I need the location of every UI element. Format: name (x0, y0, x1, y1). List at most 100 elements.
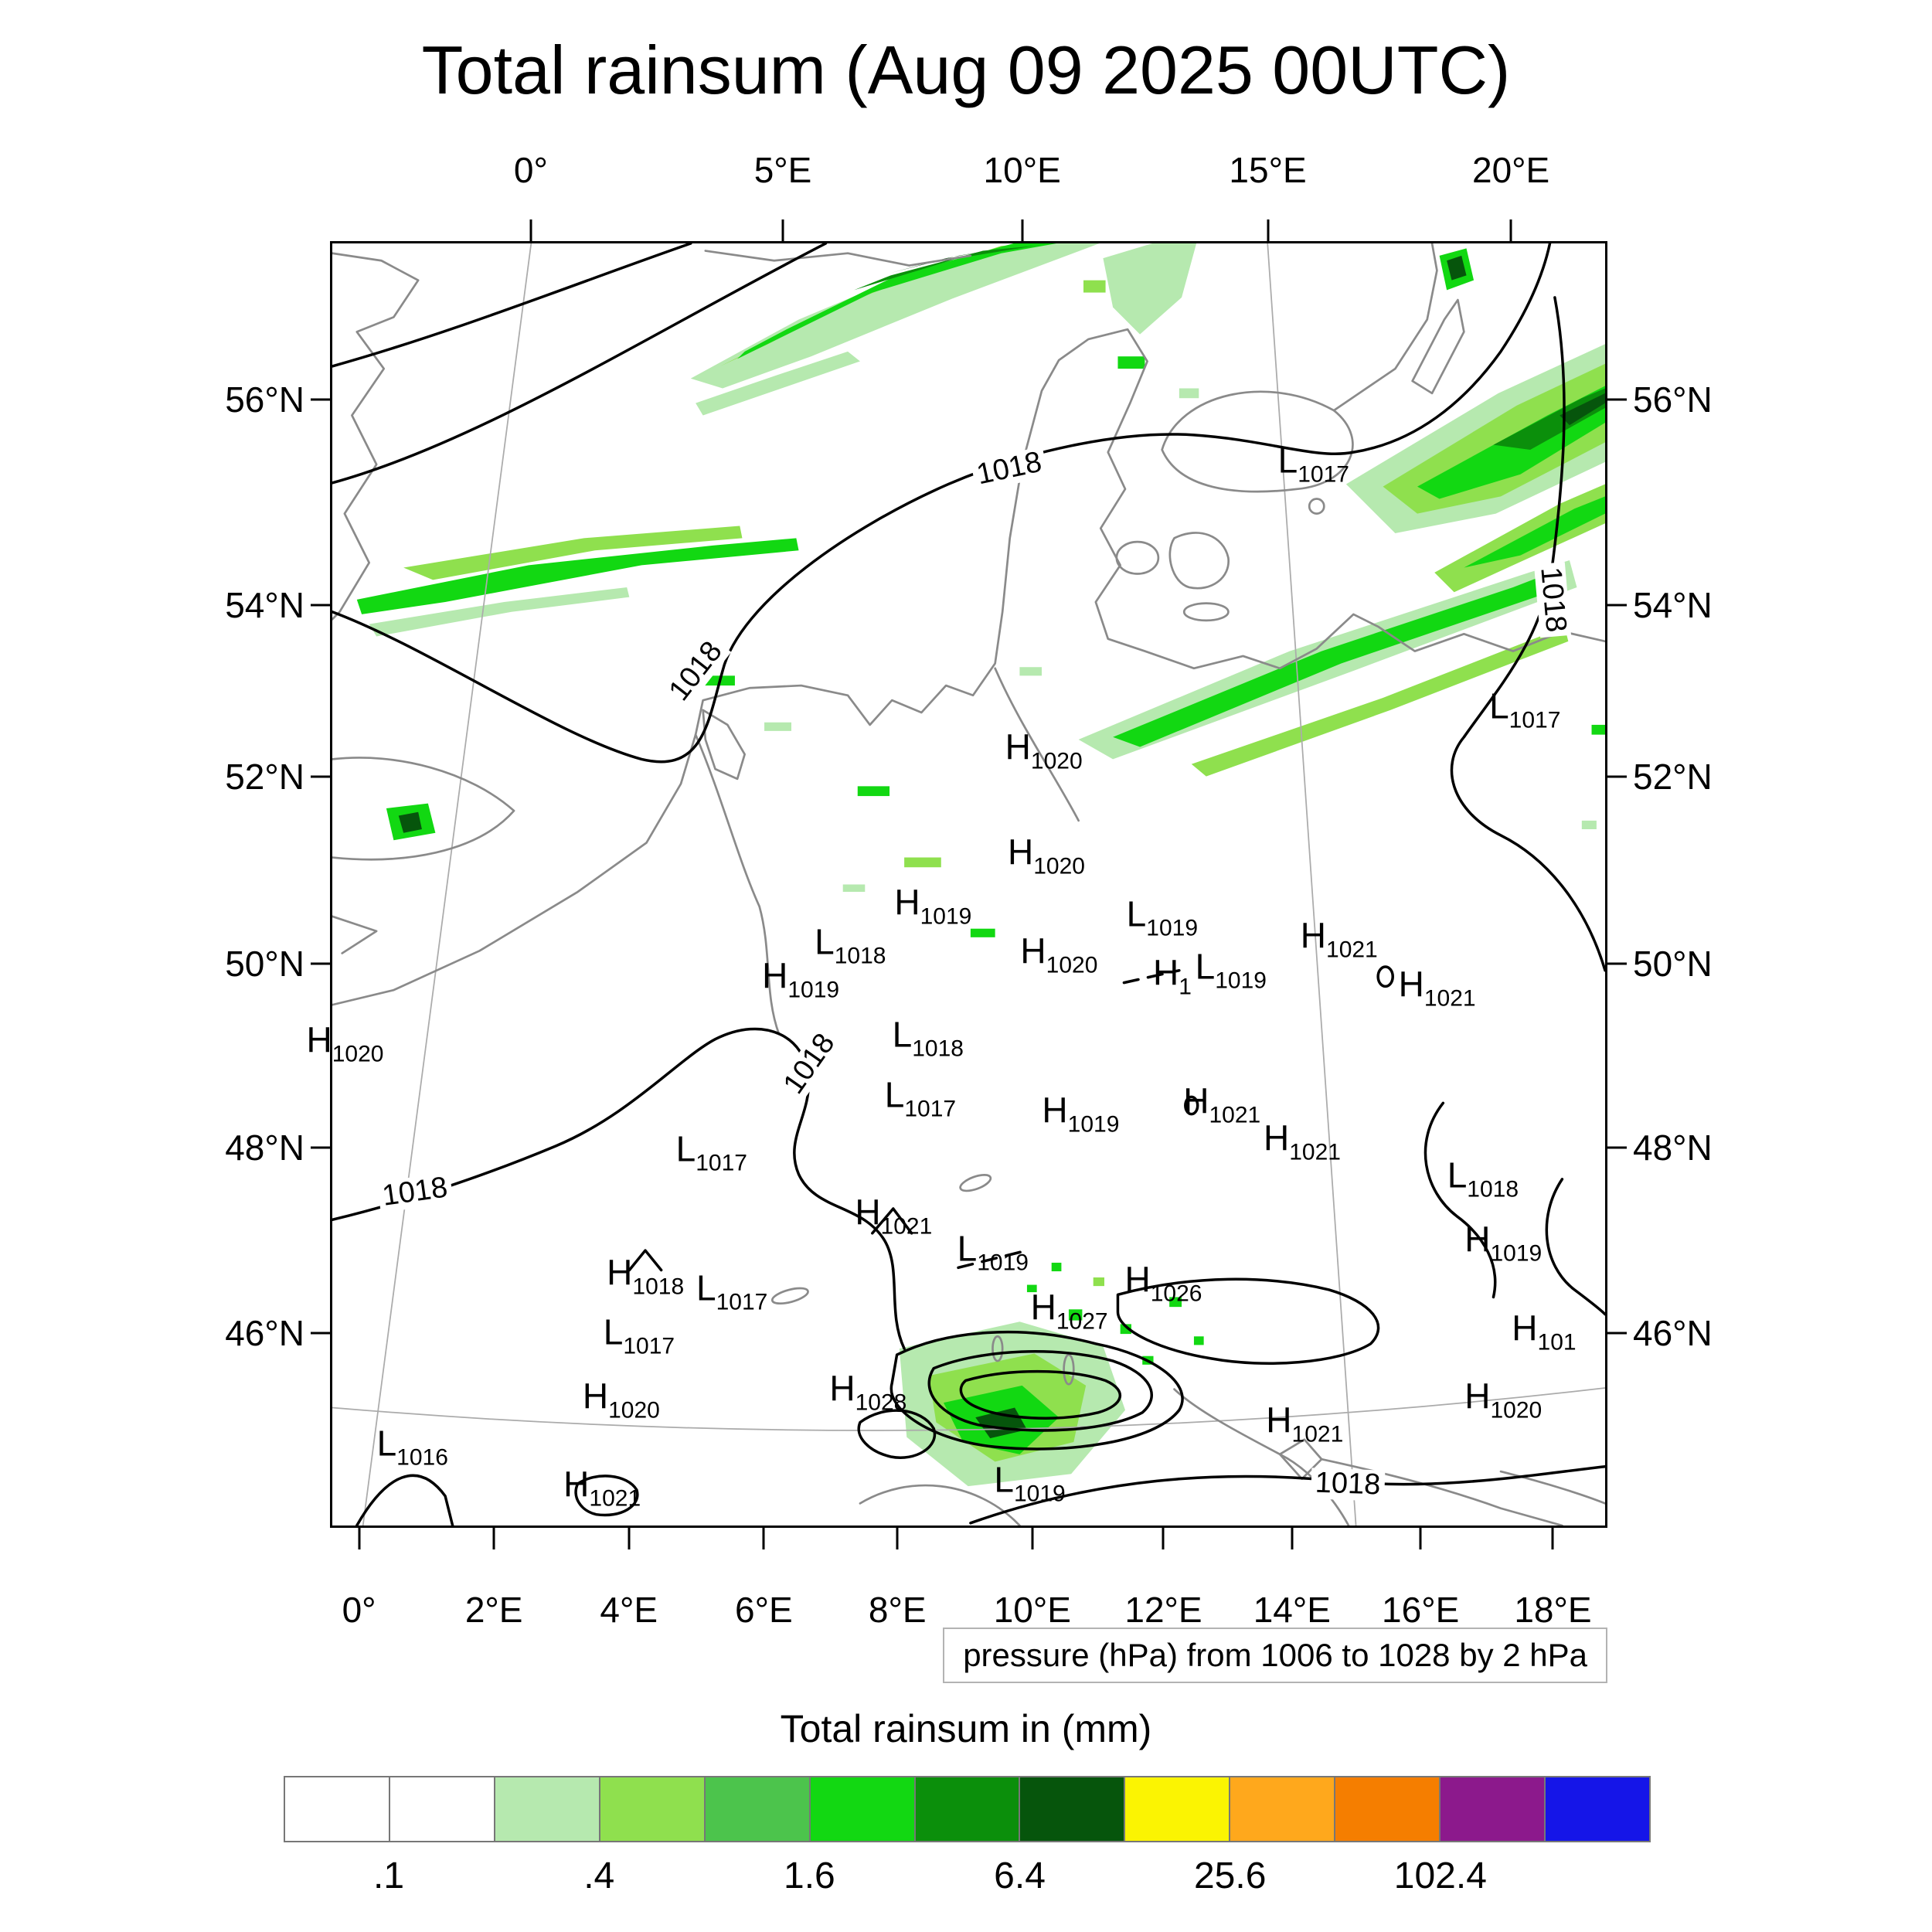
high-pressure-center: H1020 (306, 1022, 383, 1066)
coastlines (332, 243, 1605, 1526)
high-pressure-center: H1021 (1399, 967, 1476, 1011)
pressure-value: 101 (1537, 1329, 1577, 1355)
pressure-value: 1027 (1056, 1308, 1108, 1335)
pressure-value: 1021 (1423, 985, 1476, 1012)
left-axis-tick (311, 775, 332, 778)
top-axis-tick (781, 219, 784, 241)
pressure-value: 1 (1179, 974, 1192, 1000)
colorbar-tick-label: 1.6 (784, 1855, 835, 1896)
pressure-letter: H (1464, 1376, 1491, 1417)
low-pressure-center: L1016 (377, 1426, 448, 1470)
left-axis-label: 52°N (225, 757, 304, 798)
pressure-letter: L (884, 1074, 905, 1115)
colorbar-cell (1546, 1777, 1649, 1841)
left-axis-tick (311, 604, 332, 607)
top-axis-label: 15°E (1229, 150, 1307, 190)
pressure-value: 1017 (716, 1290, 768, 1316)
high-pressure-center: H1021 (563, 1467, 641, 1511)
pressure-letter: L (994, 1459, 1014, 1500)
low-pressure-center: L1019 (994, 1461, 1065, 1505)
pressure-value: 1019 (920, 903, 972, 930)
pressure-value: 1020 (1046, 952, 1098, 978)
bottom-axis-label: 4°E (600, 1590, 658, 1630)
bottom-axis-label: 2°E (464, 1590, 523, 1630)
pressure-value: 1020 (1033, 853, 1085, 879)
pressure-value: 1019 (977, 1250, 1029, 1276)
low-pressure-center: L1017 (604, 1314, 675, 1358)
map-frame: 0° 5°E 10°E 15°E 20°E 0° 2°E 4°E 6°E 8°E 10°E 12°E 1… (225, 150, 1713, 1630)
pressure-value: 1018 (912, 1036, 964, 1062)
right-axis-tick (1605, 1146, 1627, 1149)
pressure-letter: L (696, 1268, 716, 1309)
pressure-value: 1017 (904, 1096, 957, 1122)
pressure-letter: H (1300, 915, 1327, 956)
pressure-letter: L (815, 922, 835, 963)
low-pressure-center: L1019 (957, 1231, 1029, 1275)
low-pressure-center: L1018 (1447, 1158, 1519, 1202)
pressure-letter: H (1030, 1287, 1056, 1328)
pressure-value: 1021 (589, 1485, 641, 1512)
high-pressure-center: H1021 (1301, 918, 1378, 962)
low-pressure-center: L1017 (1489, 689, 1560, 733)
pressure-letter: H (1264, 1117, 1290, 1158)
pressure-letter: H (1183, 1080, 1209, 1121)
low-pressure-center: L1019 (1196, 949, 1267, 993)
colorbar-cell (389, 1777, 495, 1841)
colorbar-cell (810, 1777, 916, 1841)
left-axis-label: 56°N (225, 379, 304, 420)
pressure-letter: H (829, 1368, 855, 1409)
bottom-axis-tick (1031, 1528, 1034, 1549)
high-pressure-center: H1021 (1266, 1403, 1343, 1447)
high-pressure-center: H1020 (1464, 1378, 1542, 1422)
low-pressure-center: L1017 (885, 1077, 956, 1121)
pressure-letter: H (762, 955, 788, 996)
contour-label: 1018 (1311, 1466, 1386, 1502)
colorbar-cell (1335, 1777, 1441, 1841)
pressure-value: 1026 (1150, 1281, 1202, 1307)
high-pressure-center: H1019 (762, 957, 839, 1002)
high-pressure-center: H1019 (1464, 1222, 1542, 1266)
bottom-axis-label: 0° (342, 1590, 376, 1630)
colorbar-cell (1230, 1777, 1336, 1841)
right-axis-tick (1605, 962, 1627, 965)
legend-title: Total rainsum in (mm) (780, 1707, 1152, 1750)
weather-map (332, 243, 1605, 1526)
pressure-letter: L (1126, 893, 1147, 934)
top-axis-label: 20°E (1471, 150, 1550, 190)
pressure-letter: H (855, 1192, 881, 1233)
right-axis-label: 48°N (1633, 1127, 1713, 1168)
right-axis-label: 54°N (1633, 584, 1713, 625)
right-axis-label: 46°N (1633, 1313, 1713, 1354)
pressure-value: 1017 (623, 1333, 675, 1359)
bottom-axis-label: 10°E (993, 1590, 1071, 1630)
high-pressure-center: H1019 (894, 885, 971, 929)
colorbar-tick-label: 102.4 (1393, 1855, 1487, 1896)
colorbar-cell (915, 1777, 1021, 1841)
right-axis-tick (1605, 775, 1627, 778)
high-pressure-center: H1 (1153, 955, 1192, 999)
graticule (332, 243, 1605, 1526)
pressure-value: 1019 (1490, 1240, 1543, 1267)
pressure-letter: L (603, 1311, 624, 1352)
pressure-value: 1021 (1289, 1139, 1341, 1165)
pressure-letter: L (1277, 440, 1298, 481)
high-pressure-center: H1020 (1020, 934, 1097, 978)
colorbar-cell (495, 1777, 600, 1841)
bottom-axis-tick (896, 1528, 899, 1549)
pressure-value: 1021 (1291, 1421, 1344, 1447)
pressure-value: 1021 (880, 1214, 933, 1240)
high-pressure-center: H1021 (855, 1195, 932, 1239)
pressure-value: 1028 (855, 1389, 907, 1416)
bottom-axis-label: 16°E (1382, 1590, 1460, 1630)
top-axis-tick (529, 219, 532, 241)
bottom-axis-tick (1551, 1528, 1554, 1549)
pressure-letter: H (1005, 726, 1031, 767)
colorbar-wrap: .1 .4 1.6 6.4 25.6 102.4 (284, 1776, 1651, 1904)
colorbar-tick-label: .4 (583, 1855, 615, 1896)
bottom-axis-label: 6°E (734, 1590, 793, 1630)
pressure-letter: H (607, 1253, 633, 1294)
colorbar-tick-label: 6.4 (994, 1855, 1046, 1896)
pressure-letter: L (892, 1014, 913, 1055)
colorbar-labels: .1 .4 1.6 6.4 25.6 102.4 (284, 1842, 1651, 1904)
colorbar-cell (1125, 1777, 1231, 1841)
